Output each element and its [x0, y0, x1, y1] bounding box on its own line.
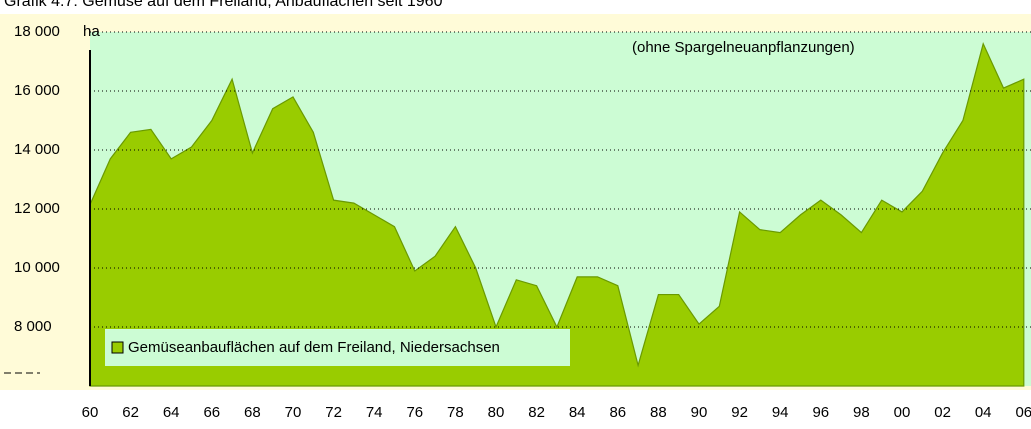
x-tick-label: 78 — [447, 404, 464, 421]
x-tick-label: 96 — [812, 404, 829, 421]
x-tick-label: 88 — [650, 404, 667, 421]
x-tick-label: 80 — [488, 404, 505, 421]
x-tick-label: 66 — [203, 404, 220, 421]
x-tick-label: 94 — [772, 404, 789, 421]
x-tick-label: 00 — [894, 404, 911, 421]
x-tick-label: 60 — [82, 404, 99, 421]
y-tick-label: 14 000 — [14, 141, 60, 158]
x-tick-label: 86 — [609, 404, 626, 421]
legend-swatch — [111, 341, 124, 354]
y-unit: ha — [83, 23, 100, 40]
x-tick-label: 06 — [1015, 404, 1031, 421]
x-tick-label: 02 — [934, 404, 951, 421]
chart-title: Grafik 4.7: Gemüse auf dem Freiland, Anb… — [4, 0, 443, 10]
legend-label: Gemüseanbauflächen auf dem Freiland, Nie… — [128, 339, 500, 356]
x-tick-label: 72 — [325, 404, 342, 421]
legend-box — [105, 329, 570, 366]
y-tick-label: 8 000 — [14, 318, 52, 335]
annotation: (ohne Spargelneuanpflanzungen) — [632, 39, 855, 56]
x-tick-label: 74 — [366, 404, 383, 421]
y-tick-label: 10 000 — [14, 259, 60, 276]
y-tick-label: 18 000 — [14, 23, 60, 40]
x-tick-label: 04 — [975, 404, 992, 421]
x-tick-label: 84 — [569, 404, 586, 421]
x-tick-label: 90 — [691, 404, 708, 421]
x-tick-label: 68 — [244, 404, 261, 421]
x-tick-label: 70 — [285, 404, 302, 421]
x-axis-band — [0, 390, 1031, 424]
x-tick-label: 64 — [163, 404, 180, 421]
y-tick-label: 12 000 — [14, 200, 60, 217]
x-tick-label: 76 — [406, 404, 423, 421]
x-tick-label: 62 — [122, 404, 139, 421]
y-tick-label: 16 000 — [14, 82, 60, 99]
x-tick-label: 82 — [528, 404, 545, 421]
legend: Gemüseanbauflächen auf dem Freiland, Nie… — [105, 329, 570, 366]
x-tick-label: 98 — [853, 404, 870, 421]
area — [89, 42, 1025, 387]
x-tick-label: 92 — [731, 404, 748, 421]
